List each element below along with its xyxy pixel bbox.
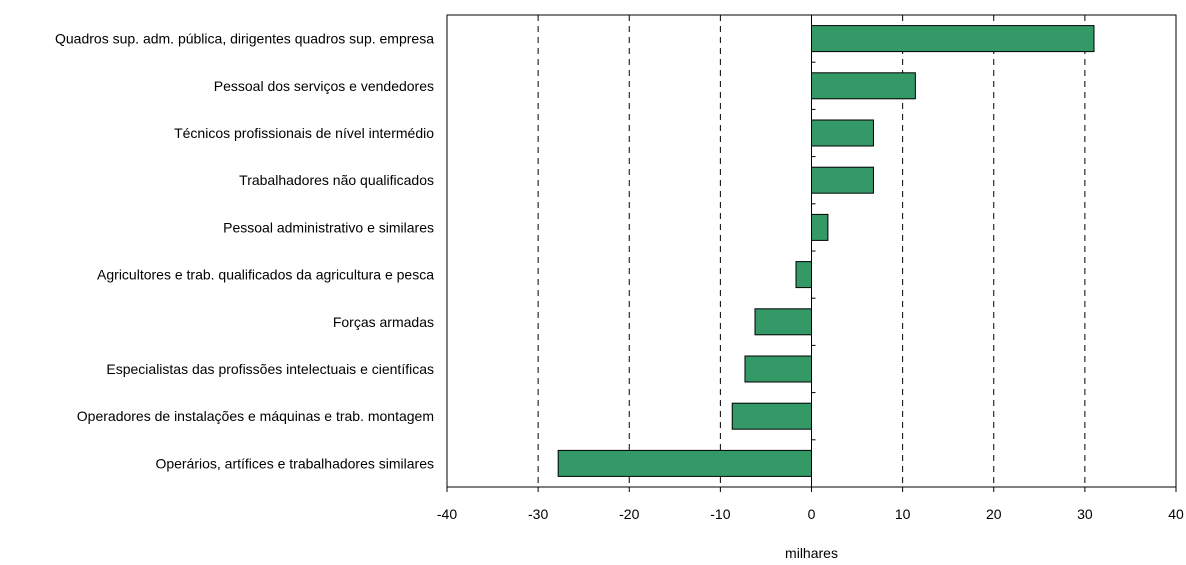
- x-tick-label: 0: [808, 506, 816, 522]
- x-tick-labels: -40 -30 -20 -10 0 10 20 30 40: [437, 506, 1184, 522]
- tick-marks: [446, 14, 1177, 492]
- category-label: Forças armadas: [333, 314, 434, 330]
- bar: [744, 355, 813, 383]
- bar: [811, 72, 916, 100]
- category-label: Pessoal administrativo e similares: [223, 219, 434, 235]
- bar: [811, 119, 874, 147]
- x-tick-label: -10: [710, 506, 730, 522]
- bar: [811, 25, 1095, 53]
- bar: [557, 449, 812, 477]
- bars: [557, 25, 1095, 477]
- x-tick-label: 30: [1077, 506, 1093, 522]
- x-axis-title: milhares: [785, 545, 838, 561]
- category-label: Pessoal dos serviços e vendedores: [214, 78, 434, 94]
- category-label: Quadros sup. adm. pública, dirigentes qu…: [55, 31, 434, 47]
- category-label: Operários, artífices e trabalhadores sim…: [155, 455, 434, 471]
- x-tick-label: -30: [528, 506, 548, 522]
- category-label: Trabalhadores não qualificados: [239, 172, 434, 188]
- bar: [811, 213, 829, 241]
- category-label: Operadores de instalações e máquinas e t…: [77, 408, 434, 424]
- category-labels: Quadros sup. adm. pública, dirigentes qu…: [55, 31, 434, 472]
- x-tick-label: 20: [986, 506, 1002, 522]
- bar: [795, 261, 812, 289]
- bar: [754, 308, 813, 336]
- x-tick-label: 10: [895, 506, 911, 522]
- bar: [811, 166, 874, 194]
- category-label: Especialistas das profissões intelectuai…: [106, 361, 434, 377]
- bar: [731, 402, 812, 430]
- category-label: Técnicos profissionais de nível interméd…: [174, 125, 434, 141]
- x-tick-label: -40: [437, 506, 457, 522]
- x-tick-label: 40: [1168, 506, 1184, 522]
- x-tick-label: -20: [619, 506, 639, 522]
- category-label: Agricultores e trab. qualificados da agr…: [97, 267, 434, 283]
